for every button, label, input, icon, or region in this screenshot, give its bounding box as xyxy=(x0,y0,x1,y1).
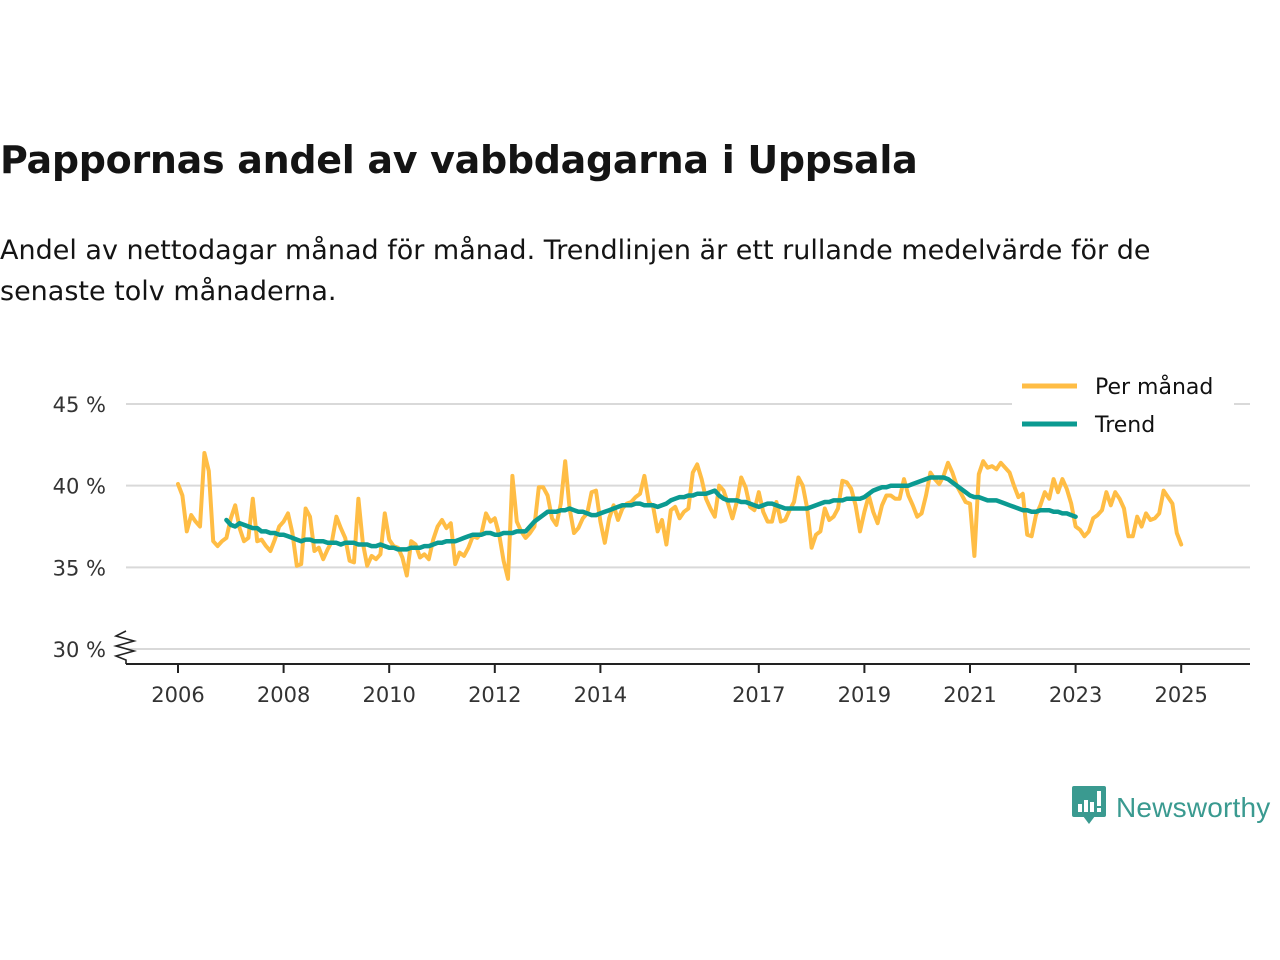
x-tick-label: 2025 xyxy=(1154,683,1207,707)
x-tick-label: 2021 xyxy=(943,683,996,707)
y-tick-label: 40 % xyxy=(53,475,106,499)
legend-background xyxy=(1012,370,1234,444)
y-axis: 30 % 35 % 40 % 45 % xyxy=(53,393,137,664)
page-title: Pappornas andel av vabbdagarna i Uppsala xyxy=(0,138,918,182)
x-axis: 2006 2008 2010 2012 2014 2017 2019 2021 2023 2025 xyxy=(126,663,1250,707)
x-tick-label: 2006 xyxy=(151,683,204,707)
legend-label: Trend xyxy=(1094,413,1155,438)
series-line-per-manad xyxy=(176,451,1184,581)
x-tick-label: 2012 xyxy=(468,683,521,707)
bar-chart-speech-bubble-icon xyxy=(1072,786,1106,830)
series-line-trend xyxy=(224,475,1078,552)
x-tick-label: 2017 xyxy=(732,683,785,707)
line-chart: 30 % 35 % 40 % 45 % 2006 2008 2010 2012 2014 201… xyxy=(53,370,1250,707)
x-tick-label: 2014 xyxy=(574,683,627,707)
x-tick-label: 2010 xyxy=(362,683,415,707)
chart-subtitle: Andel av nettodagar månad för månad. Tre… xyxy=(0,235,1151,307)
legend: Per månad Trend xyxy=(1012,370,1234,444)
x-tick-label: 2008 xyxy=(257,683,310,707)
brand-name: Newsworthy xyxy=(1116,792,1271,823)
axis-break-icon xyxy=(113,630,137,664)
x-tick-label: 2019 xyxy=(838,683,891,707)
y-tick-label: 45 % xyxy=(53,393,106,417)
y-tick-label: 30 % xyxy=(53,638,106,662)
legend-label: Per månad xyxy=(1095,374,1213,400)
x-tick-label: 2023 xyxy=(1049,683,1102,707)
newsworthy-logo: Newsworthy xyxy=(1072,786,1270,830)
series-group xyxy=(176,451,1184,581)
y-tick-label: 35 % xyxy=(53,556,106,580)
